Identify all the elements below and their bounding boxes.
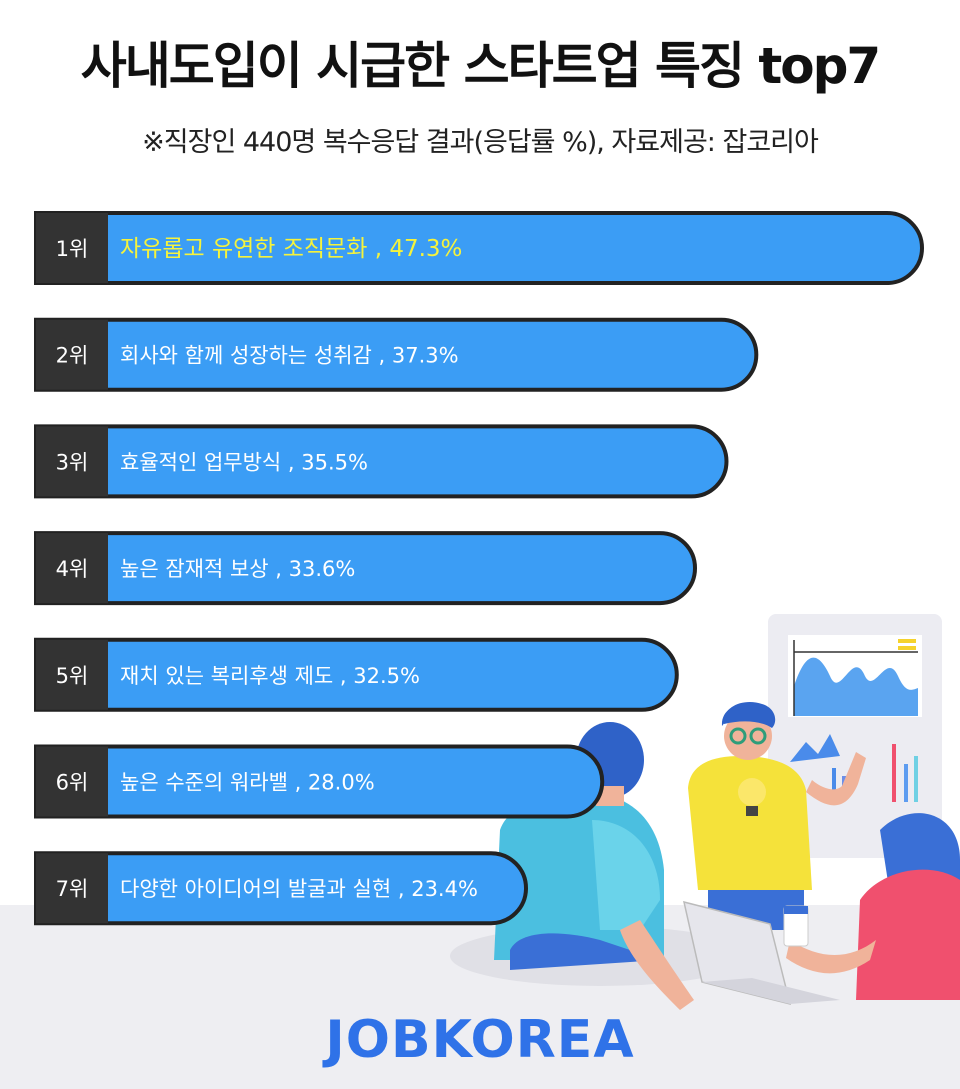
bar-value-label: 효율적인 업무방식 , 35.5%: [120, 450, 368, 474]
bar: [34, 531, 697, 606]
rank-box: [36, 853, 108, 924]
jobkorea-logo: JOBKOREA: [325, 1010, 635, 1070]
bar: [34, 211, 924, 285]
page-title: 사내도입이 시급한 스타트업 특징 top7: [80, 37, 881, 95]
bar-value-label: 다양한 아이디어의 발굴과 실현 , 23.4%: [120, 877, 478, 901]
bar-row: 4위 높은 잠재적 보상 , 33.6%: [34, 531, 697, 606]
bar-row: 7위 다양한 아이디어의 발굴과 실현 , 23.4%: [34, 851, 528, 926]
bar-row: 1위 자유롭고 유연한 조직문화 , 47.3%: [34, 211, 924, 285]
bar: [34, 744, 605, 819]
bar: [34, 637, 679, 712]
bar-row: 5위 재치 있는 복리후생 제도 , 32.5%: [34, 637, 679, 712]
rank-box: [36, 533, 108, 604]
whiteboard: [768, 614, 942, 858]
bar-row: 2위 회사와 함께 성장하는 성취감 , 37.3%: [34, 317, 759, 392]
rank-label: 3위: [56, 450, 89, 474]
rank-label: 6위: [56, 771, 89, 795]
laptop: [682, 900, 840, 1006]
bar-value-label: 회사와 함께 성장하는 성취감 , 37.3%: [120, 344, 459, 368]
page-subtitle: ※직장인 440명 복수응답 결과(응답률 %), 자료제공: 잡코리아: [142, 127, 819, 158]
rank-box: [36, 426, 108, 497]
woman-figure: [783, 813, 960, 1000]
bar-value-label: 높은 수준의 워라밸 , 28.0%: [120, 771, 375, 795]
bar: [34, 317, 759, 392]
rank-box: [36, 639, 108, 710]
rank-box: [36, 213, 108, 283]
rank-box: [36, 319, 108, 390]
rank-label: 5위: [56, 664, 89, 688]
bar-row: 3위 효율적인 업무방식 , 35.5%: [34, 424, 729, 499]
bar-value-label: 높은 잠재적 보상 , 33.6%: [120, 557, 355, 581]
bar-value-label: 재치 있는 복리후생 제도 , 32.5%: [120, 664, 420, 688]
rank-label: 7위: [56, 877, 89, 901]
bar-row: 6위 높은 수준의 워라밸 , 28.0%: [34, 744, 605, 819]
presenter-figure: [688, 702, 866, 930]
rank-label: 4위: [56, 557, 89, 581]
bar-value-label: 자유롭고 유연한 조직문화 , 47.3%: [120, 236, 462, 262]
bar: [34, 851, 528, 926]
bar: [34, 424, 729, 499]
rank-label: 1위: [56, 237, 89, 261]
rank-box: [36, 746, 108, 817]
rank-label: 2위: [56, 344, 89, 368]
